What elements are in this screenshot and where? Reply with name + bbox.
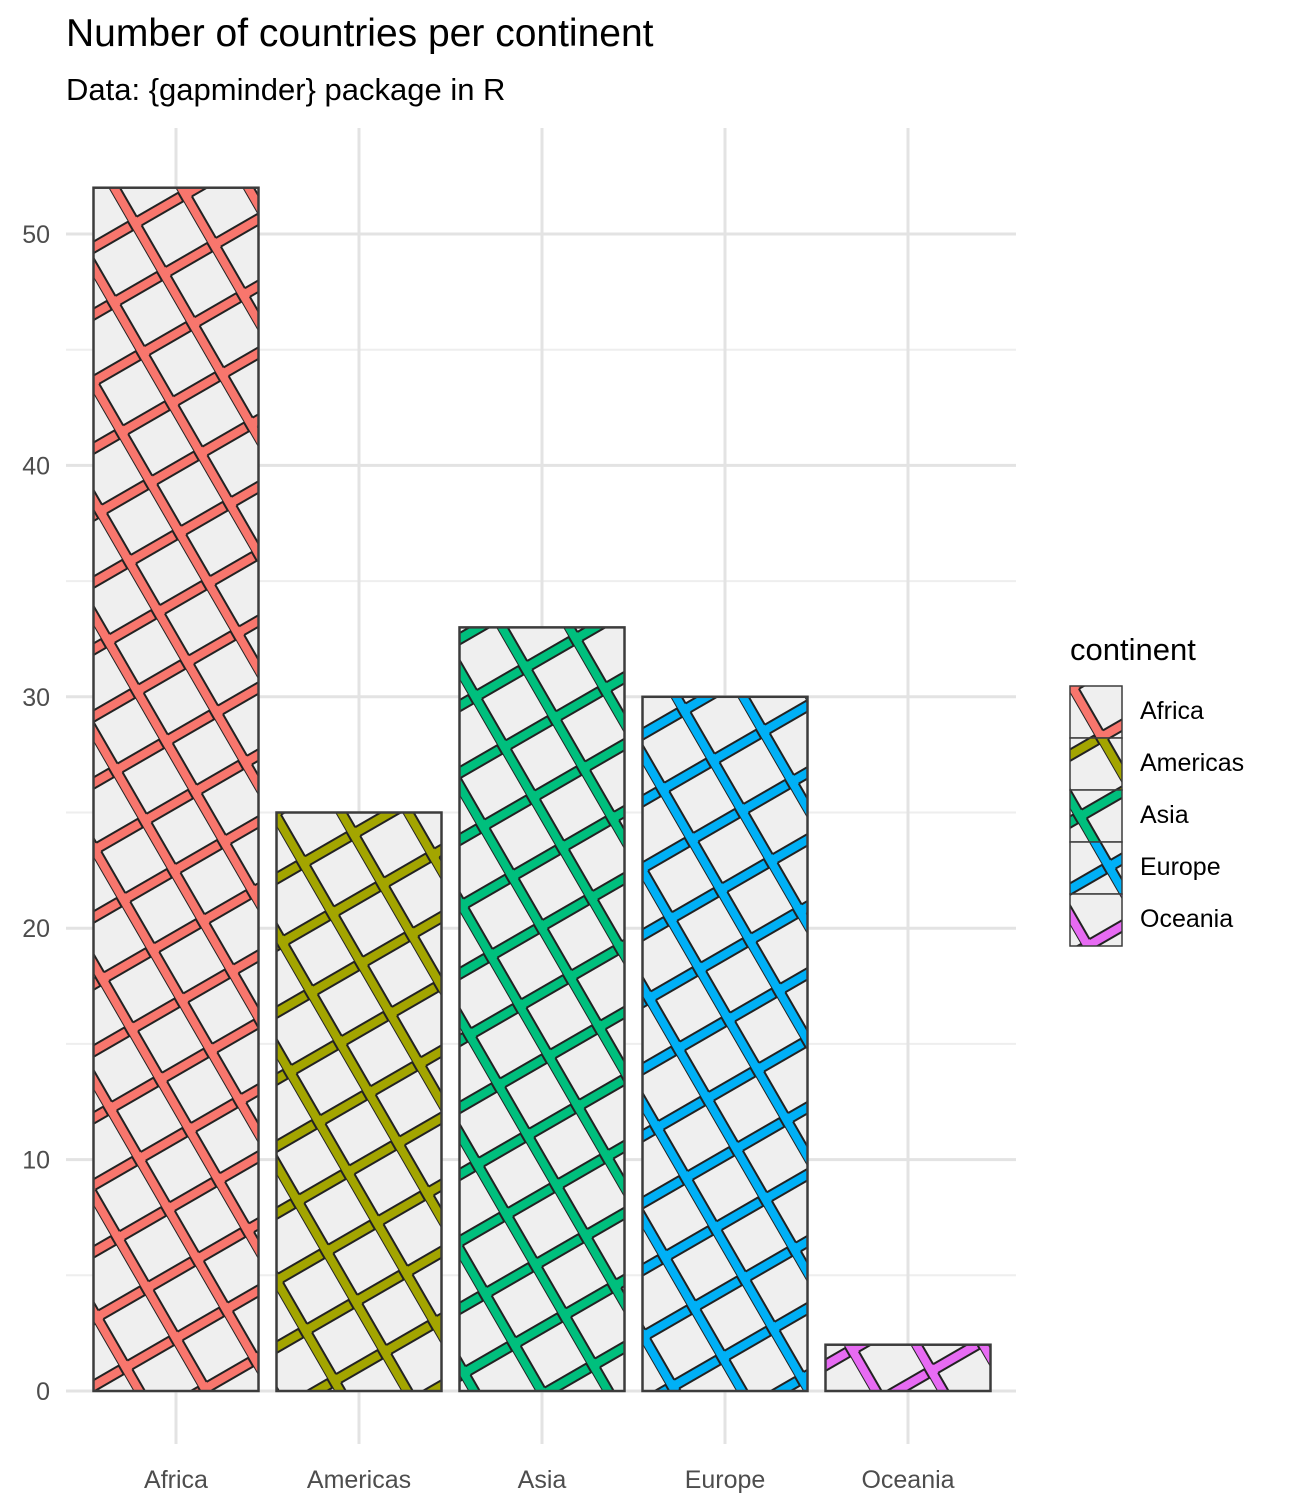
x-tick-label: Americas — [307, 1466, 411, 1494]
x-tick-label: Europe — [685, 1466, 766, 1494]
y-tick-label: 30 — [22, 684, 50, 712]
legend-label-americas: Americas — [1140, 749, 1245, 777]
legend-key-asia — [1069, 789, 1123, 843]
x-tick-label: Africa — [144, 1466, 208, 1494]
legend-title: continent — [1070, 632, 1196, 667]
legend-key-africa — [1069, 685, 1123, 739]
bar-oceania — [824, 1343, 992, 1393]
x-axis-ticks: Africa Americas Asia Europe Oceania — [144, 1466, 955, 1494]
bar-asia — [458, 626, 626, 1393]
y-tick-label: 40 — [22, 452, 50, 480]
legend-key-europe — [1069, 841, 1123, 895]
bar-africa — [92, 186, 260, 1393]
x-tick-label: Asia — [518, 1466, 567, 1494]
legend-key-oceania — [1069, 893, 1123, 947]
legend-label-asia: Asia — [1140, 801, 1189, 829]
y-tick-label: 50 — [22, 221, 50, 249]
legend-label-europe: Europe — [1140, 853, 1221, 881]
y-tick-label: 10 — [22, 1147, 50, 1175]
bars — [92, 186, 992, 1393]
chart-title: Number of countries per continent — [66, 12, 654, 55]
x-tick-label: Oceania — [861, 1466, 954, 1494]
y-tick-label: 0 — [36, 1378, 50, 1406]
y-tick-label: 20 — [22, 915, 50, 943]
bar-europe — [641, 695, 809, 1393]
legend-keys — [1069, 685, 1123, 947]
y-axis-ticks: 0 10 20 30 40 50 — [22, 221, 50, 1406]
legend-label-oceania: Oceania — [1140, 905, 1234, 933]
legend-label-africa: Africa — [1140, 697, 1204, 725]
legend-key-americas — [1069, 737, 1123, 791]
chart-subtitle: Data: {gapminder} package in R — [66, 72, 506, 107]
bar-americas — [275, 811, 443, 1393]
